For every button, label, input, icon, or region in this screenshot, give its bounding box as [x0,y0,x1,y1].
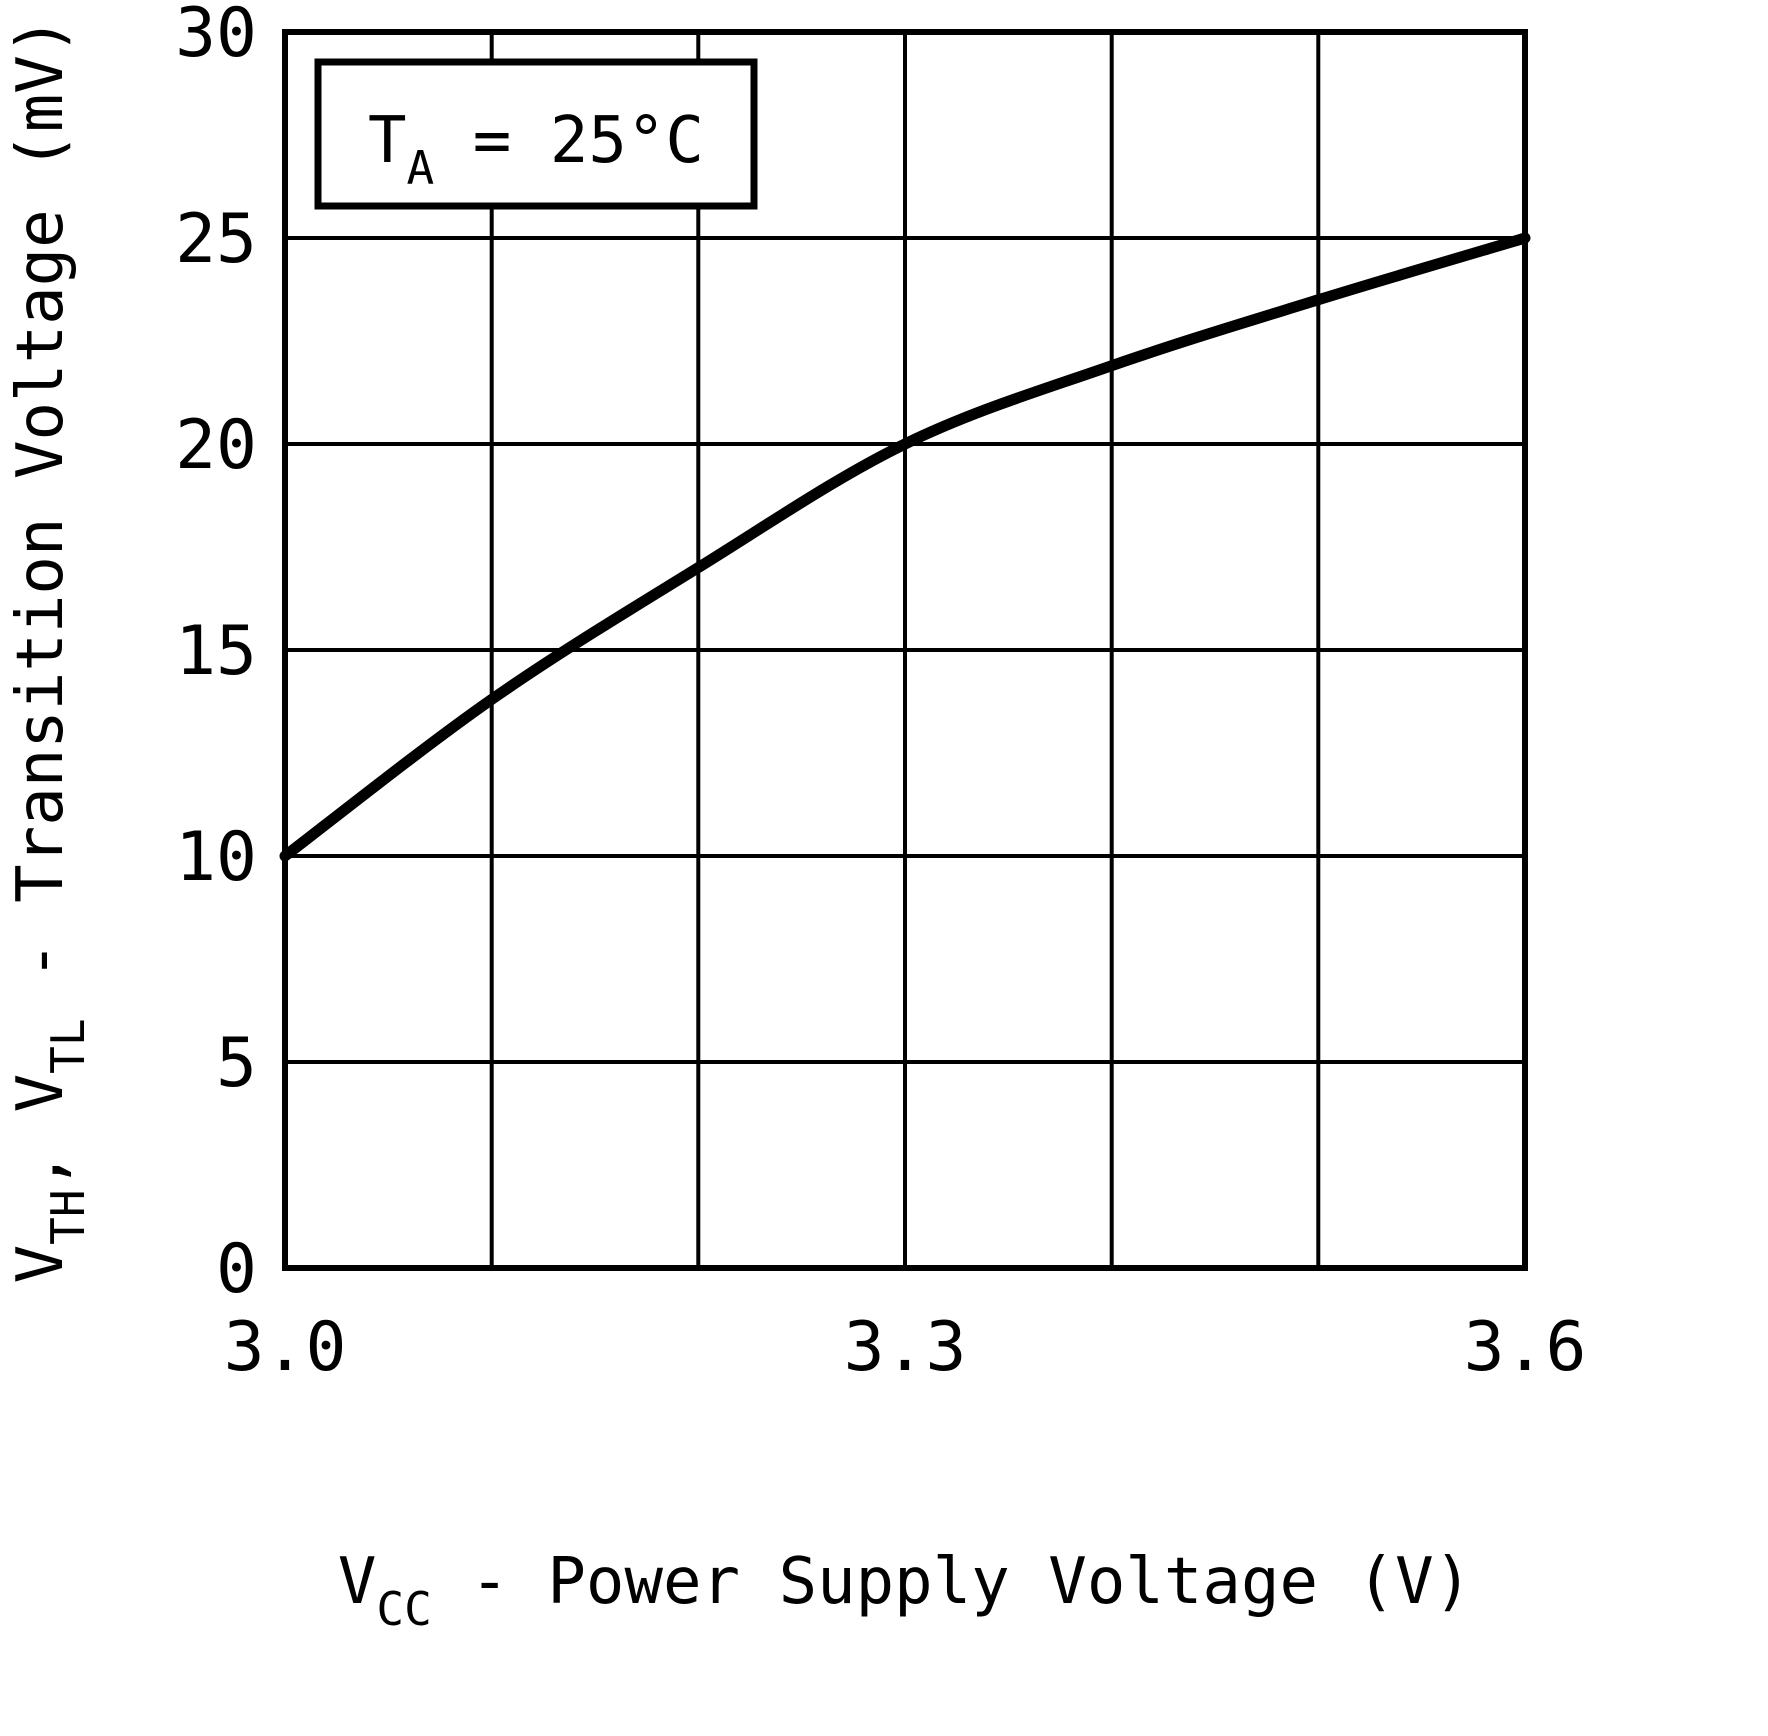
plot-frame [282,29,1528,1271]
y-tick-label: 10 [175,818,257,897]
y-tick-label: 0 [216,1230,257,1309]
y-tick-label: 20 [175,406,257,485]
annotation-text: TA = 25°C [368,104,704,195]
transition-voltage-curve [279,232,1531,862]
x-tick-label: 3.6 [1464,1308,1587,1387]
x-tick-label: 3.3 [844,1308,967,1387]
plot-border [282,29,1528,1271]
y-axis-label: VTH, VTL - Transition Voltage (mV) [4,17,95,1284]
x-axis-tick-labels: 3.0 3.3 3.6 [224,1308,1587,1387]
annotation-border [314,58,758,210]
data-curve [279,232,1531,862]
y-tick-label: 5 [216,1024,257,1103]
y-tick-label: 15 [175,612,257,691]
y-tick-label: 25 [175,200,257,279]
x-tick-label: 3.0 [224,1308,347,1387]
x-axis-title: VCC - Power Supply Voltage (V) [338,1545,1472,1636]
y-tick-label: 30 [175,0,257,73]
annotation-box: TA = 25°C [314,58,758,210]
grid [283,30,1527,1270]
y-axis-title: VTH, VTL - Transition Voltage (mV) [4,17,95,1284]
y-axis-tick-labels: 0 5 10 15 20 25 30 [175,0,257,1309]
x-axis-label: VCC - Power Supply Voltage (V) [338,1545,1472,1636]
